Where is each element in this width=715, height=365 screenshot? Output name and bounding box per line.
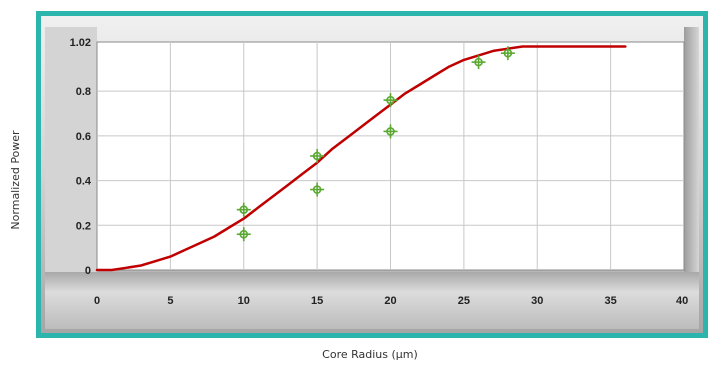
series-markers bbox=[236, 46, 515, 242]
x-tick-label: 20 bbox=[384, 295, 396, 307]
data-point-marker bbox=[310, 149, 325, 163]
data-point-marker bbox=[500, 46, 515, 61]
data-point-marker bbox=[471, 55, 486, 70]
marker-ring bbox=[503, 48, 513, 58]
y-tick-label: 0 bbox=[85, 265, 91, 277]
x-tick-label: 25 bbox=[458, 295, 470, 307]
data-point-marker bbox=[236, 227, 251, 242]
marker-ring bbox=[312, 151, 322, 161]
marker-ring bbox=[312, 185, 322, 194]
y-tick-label: 0.4 bbox=[76, 176, 92, 188]
y-tick-label: 0.2 bbox=[76, 220, 91, 232]
data-point-marker bbox=[383, 124, 398, 139]
y-axis-label: Normalized Power bbox=[9, 130, 22, 230]
x-tick-label: 15 bbox=[311, 295, 323, 307]
x-tick-label: 30 bbox=[531, 295, 543, 307]
y-tick-labels: 0 0.2 0.4 0.6 0.8 1.02 bbox=[70, 37, 92, 277]
data-point-marker bbox=[310, 182, 325, 197]
y-tick-label: 1.02 bbox=[70, 37, 91, 49]
x-tick-label: 35 bbox=[605, 295, 617, 307]
marker-ring bbox=[386, 127, 395, 136]
data-point-marker bbox=[383, 93, 398, 108]
marker-ring bbox=[474, 57, 483, 67]
marker-ring bbox=[386, 95, 395, 105]
series-line bbox=[95, 45, 627, 272]
x-tick-label: 10 bbox=[238, 295, 250, 307]
x-axis-label: Core Radius (µm) bbox=[322, 348, 418, 361]
x-tick-label: 0 bbox=[94, 295, 100, 307]
marker-ring bbox=[239, 205, 249, 214]
x-tick-label: 40 bbox=[676, 295, 688, 307]
x-tick-labels: 0 5 10 15 20 25 30 35 40 bbox=[94, 295, 688, 307]
y-tick-label: 0.6 bbox=[76, 131, 91, 143]
chart-panel-right bbox=[684, 27, 699, 272]
chart-panel-bottom bbox=[45, 272, 699, 329]
x-tick-label: 5 bbox=[167, 295, 173, 307]
y-tick-label: 0.8 bbox=[76, 86, 91, 98]
series-lines bbox=[95, 45, 627, 272]
chart-panel-left bbox=[45, 27, 97, 272]
marker-ring bbox=[239, 229, 249, 239]
data-point-marker bbox=[236, 202, 251, 217]
